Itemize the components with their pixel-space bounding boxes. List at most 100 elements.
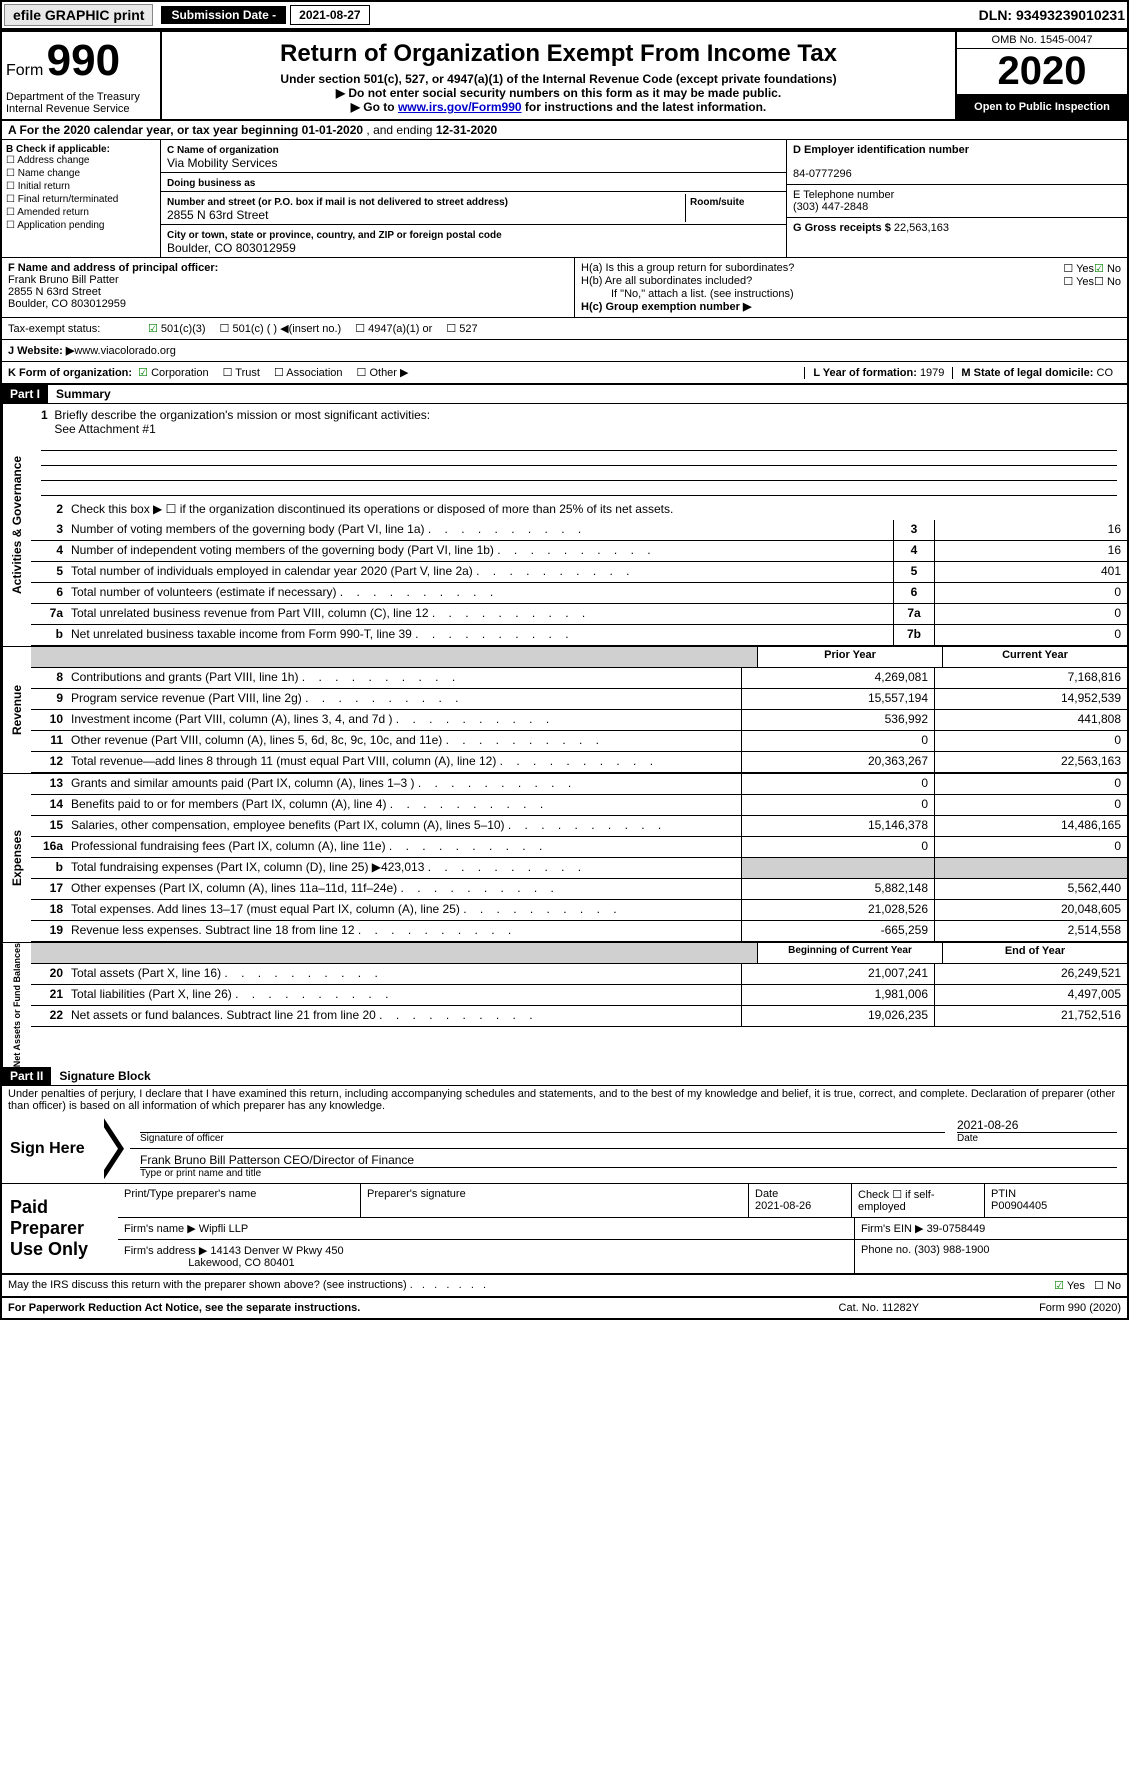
firm-phone: (303) 988-1900 <box>914 1244 989 1256</box>
line-ref: 7a <box>893 604 934 624</box>
firm-name: Wipfli LLP <box>199 1223 249 1235</box>
line-num: b <box>31 858 67 878</box>
chk-app-pending[interactable]: Application pending <box>6 220 156 231</box>
prior-value: 15,557,194 <box>741 689 934 709</box>
ha-no[interactable]: No <box>1094 262 1121 275</box>
line-label: Total expenses. Add lines 13–17 (must eq… <box>67 900 741 920</box>
firm-addr2: Lakewood, CO 80401 <box>188 1257 294 1269</box>
current-value: 0 <box>934 837 1127 857</box>
prior-value: 1,981,006 <box>741 985 934 1005</box>
head-prior: Prior Year <box>757 647 942 667</box>
hb-yes[interactable]: Yes <box>1063 275 1094 288</box>
discuss-yes[interactable]: Yes <box>1054 1279 1085 1292</box>
note2-post: for instructions and the latest informat… <box>525 100 766 114</box>
mission-label: Briefly describe the organization's miss… <box>54 408 430 422</box>
line-label: Total number of individuals employed in … <box>67 562 893 582</box>
prep-name-label: Print/Type preparer's name <box>118 1184 361 1217</box>
chk-other[interactable]: Other ▶ <box>357 366 409 379</box>
e-phone-value: (303) 447-2848 <box>793 201 868 213</box>
prior-value: 15,146,378 <box>741 816 934 836</box>
form-note-1: ▶ Do not enter social security numbers o… <box>166 86 951 100</box>
chk-name-change[interactable]: Name change <box>6 168 156 179</box>
line-ref: 6 <box>893 583 934 603</box>
hb-no[interactable]: No <box>1094 275 1121 288</box>
l-label: L Year of formation: <box>813 367 920 379</box>
chk-527[interactable]: 527 <box>446 322 477 335</box>
prior-value <box>741 858 934 878</box>
form-number-cell: Form 990 Department of the Treasury Inte… <box>2 32 162 119</box>
form-prefix: Form <box>6 62 43 79</box>
line-num: 12 <box>31 752 67 772</box>
paid-preparer-label: Paid Preparer Use Only <box>2 1184 118 1273</box>
line-label: Benefits paid to or for members (Part IX… <box>67 795 741 815</box>
chk-final-return[interactable]: Final return/terminated <box>6 194 156 205</box>
firm-addr1: 14143 Denver W Pkwy 450 <box>210 1245 343 1257</box>
chk-4947[interactable]: 4947(a)(1) or <box>355 322 432 335</box>
line-num: 10 <box>31 710 67 730</box>
line-a-mid: , and ending <box>366 123 435 137</box>
line-label: Grants and similar amounts paid (Part IX… <box>67 774 741 794</box>
prep-date-val: 2021-08-26 <box>755 1200 811 1212</box>
prior-value: 5,882,148 <box>741 879 934 899</box>
form-subtitle: Under section 501(c), 527, or 4947(a)(1)… <box>166 72 951 86</box>
chk-501c3[interactable]: 501(c)(3) <box>148 322 206 335</box>
head-beg: Beginning of Current Year <box>757 943 942 963</box>
i-label: Tax-exempt status: <box>8 323 148 335</box>
line-a: A For the 2020 calendar year, or tax yea… <box>2 121 1127 140</box>
ha-yes[interactable]: Yes <box>1063 262 1094 275</box>
chk-assoc[interactable]: Association <box>274 366 343 379</box>
current-value: 7,168,816 <box>934 668 1127 688</box>
hb-label: H(b) Are all subordinates included? <box>581 275 1063 288</box>
line-num: 9 <box>31 689 67 709</box>
chk-501c[interactable]: 501(c) ( ) ◀(insert no.) <box>220 322 342 335</box>
part-i-header: Part I <box>2 385 48 403</box>
chk-corp[interactable]: Corporation <box>138 366 208 379</box>
open-public-badge: Open to Public Inspection <box>957 95 1127 119</box>
head-end: End of Year <box>942 943 1127 963</box>
top-bar: efile GRAPHIC print Submission Date - 20… <box>0 0 1129 30</box>
prior-value: 0 <box>741 774 934 794</box>
col-b-header: B Check if applicable: <box>6 144 156 155</box>
org-name: Via Mobility Services <box>167 156 277 170</box>
f-label: F Name and address of principal officer: <box>8 262 218 274</box>
line-num: 19 <box>31 921 67 941</box>
current-value: 26,249,521 <box>934 964 1127 984</box>
line-num: 20 <box>31 964 67 984</box>
irs-link[interactable]: www.irs.gov/Form990 <box>398 100 522 114</box>
h-note: If "No," attach a list. (see instruction… <box>581 288 1121 300</box>
chk-amended[interactable]: Amended return <box>6 207 156 218</box>
line-num: 6 <box>31 583 67 603</box>
f-officer-addr1: 2855 N 63rd Street <box>8 286 101 298</box>
form-990: Form 990 Department of the Treasury Inte… <box>0 30 1129 1320</box>
hc-label: H(c) Group exemption number ▶ <box>581 301 751 313</box>
line-ref: 5 <box>893 562 934 582</box>
mission-text: See Attachment #1 <box>54 422 155 436</box>
omb-number: OMB No. 1545-0047 <box>957 32 1127 49</box>
head-current: Current Year <box>942 647 1127 667</box>
footer-form: Form 990 (2020) <box>1039 1302 1121 1314</box>
efile-print-button[interactable]: efile GRAPHIC print <box>4 4 153 26</box>
prior-value: -665,259 <box>741 921 934 941</box>
current-value: 2,514,558 <box>934 921 1127 941</box>
line-num: 7a <box>31 604 67 624</box>
line-num: 17 <box>31 879 67 899</box>
line-value: 0 <box>934 604 1127 624</box>
line-label: Total revenue—add lines 8 through 11 (mu… <box>67 752 741 772</box>
firm-addr-label: Firm's address ▶ <box>124 1245 210 1257</box>
chk-address-change[interactable]: Address change <box>6 155 156 166</box>
sig-date-label: Date <box>957 1132 1117 1144</box>
line-label: Other expenses (Part IX, column (A), lin… <box>67 879 741 899</box>
discuss-no[interactable]: No <box>1094 1279 1121 1292</box>
prior-value: 0 <box>741 837 934 857</box>
prep-ptin-val: P00904405 <box>991 1200 1047 1212</box>
part-i-title: Summary <box>48 387 111 401</box>
firm-ein-label: Firm's EIN ▶ <box>861 1223 927 1235</box>
form-year-cell: OMB No. 1545-0047 2020 Open to Public In… <box>955 32 1127 119</box>
chk-trust[interactable]: Trust <box>223 366 260 379</box>
line-value: 16 <box>934 541 1127 561</box>
perjury-text: Under penalties of perjury, I declare th… <box>2 1086 1127 1114</box>
chk-initial-return[interactable]: Initial return <box>6 181 156 192</box>
line-label: Program service revenue (Part VIII, line… <box>67 689 741 709</box>
prior-value: 20,363,267 <box>741 752 934 772</box>
j-website: www.viacolorado.org <box>74 345 176 357</box>
